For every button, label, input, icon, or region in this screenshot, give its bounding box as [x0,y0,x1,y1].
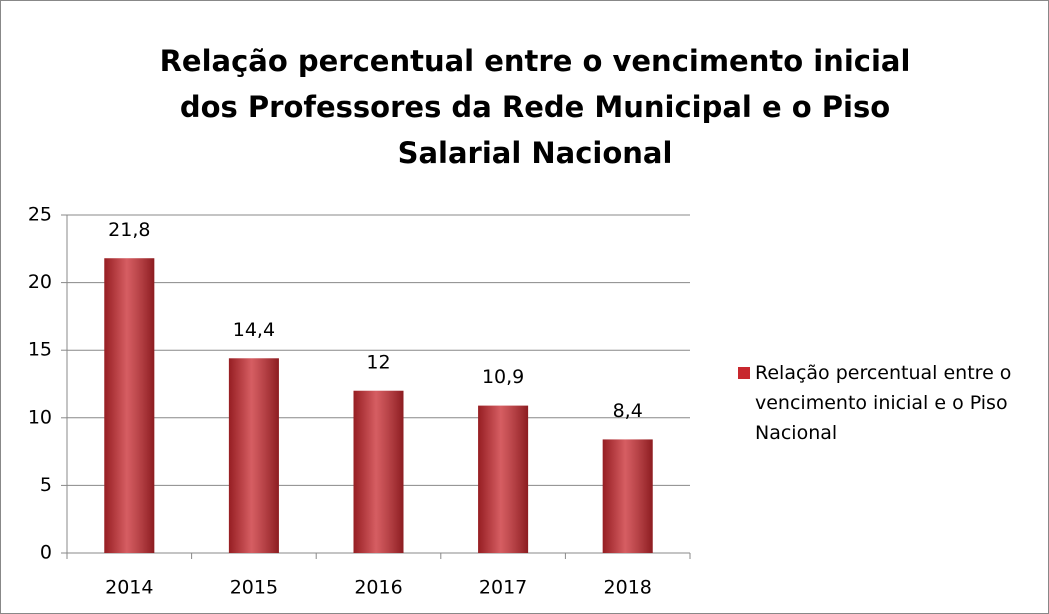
y-tick-label: 20 [28,271,52,293]
bar-shine [104,258,155,553]
bar-shine [228,358,279,553]
data-label: 14,4 [233,319,275,341]
x-tick-label: 2015 [230,577,278,599]
y-tick-label: 15 [28,339,52,361]
y-tick-label: 10 [28,406,52,428]
legend-key [738,367,750,379]
x-tick-label: 2018 [604,577,652,599]
x-tick-label: 2016 [354,577,402,599]
data-label: 10,9 [482,366,524,388]
data-label: 8,4 [613,400,643,422]
data-label: 21,8 [108,219,150,241]
x-tick-label: 2014 [105,577,153,599]
chart-title: Relação percentual entre o vencimento in… [159,44,911,170]
bar-shine [353,390,404,553]
x-tick-label: 2017 [479,577,527,599]
legend-label: Relação percentual entre o vencimento in… [755,362,1012,444]
data-label: 12 [366,351,390,373]
y-tick-label: 25 [28,204,52,226]
bar-shine [602,439,653,553]
y-tick-label: 0 [40,542,52,564]
y-tick-label: 5 [40,474,52,496]
bar-shine [478,405,529,553]
